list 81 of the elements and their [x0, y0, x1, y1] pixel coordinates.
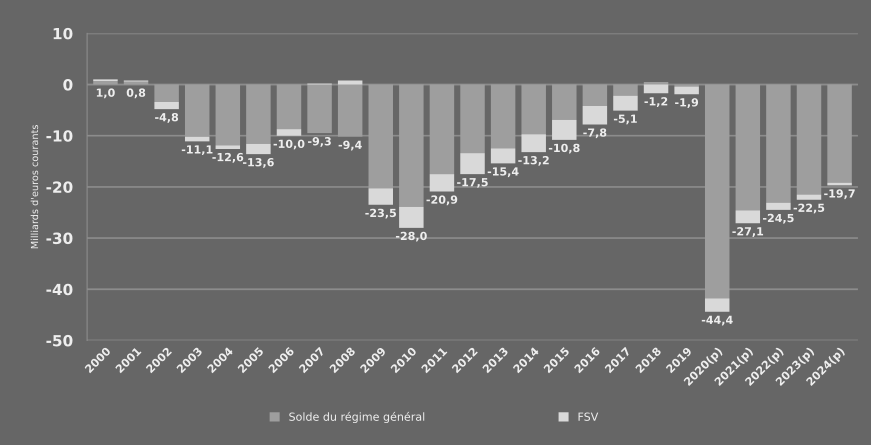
bar	[184, 136, 210, 142]
bar	[460, 84, 485, 154]
total-label: -27,1	[732, 227, 764, 237]
bar	[552, 120, 577, 140]
total-label: -10,8	[548, 144, 580, 154]
bar	[338, 84, 362, 137]
bar	[276, 129, 302, 136]
y-tick-label: -30	[46, 232, 72, 244]
bar	[276, 84, 302, 130]
y-tick-label: -40	[46, 284, 72, 296]
bar	[430, 84, 454, 174]
total-label: -9,3	[308, 137, 331, 147]
bar	[613, 96, 638, 111]
legend-label: FSV	[578, 412, 598, 421]
bar	[490, 84, 516, 149]
total-label: -7,8	[583, 128, 606, 138]
total-label: -15,4	[488, 167, 519, 178]
bar	[368, 84, 393, 188]
bar	[644, 84, 668, 94]
bar	[246, 144, 271, 154]
total-label: -5,1	[614, 114, 637, 124]
total-label: -11,1	[182, 145, 212, 156]
y-tick-label: -20	[46, 181, 72, 193]
total-label: -9,4	[338, 140, 362, 150]
total-label: -13,6	[242, 158, 274, 168]
total-label: -23,5	[365, 208, 396, 219]
bar	[736, 210, 760, 224]
bar	[124, 81, 148, 85]
bar	[246, 84, 271, 144]
bar	[827, 182, 852, 186]
bar	[216, 145, 240, 150]
total-label: -1,2	[644, 97, 668, 107]
bar	[582, 106, 608, 124]
bar	[154, 84, 179, 102]
bar	[399, 206, 424, 228]
bar	[338, 80, 362, 85]
bar	[704, 298, 730, 312]
bar	[490, 148, 516, 164]
y-tick-label: -50	[46, 334, 72, 346]
total-label: 1,0	[96, 88, 115, 98]
total-label: -19,7	[824, 189, 855, 200]
total-label: -17,5	[457, 178, 488, 188]
total-label: 0,8	[126, 88, 146, 98]
bar	[827, 84, 852, 183]
bar	[184, 84, 210, 137]
bar	[154, 102, 179, 110]
bar	[307, 84, 332, 134]
bar	[368, 188, 393, 205]
bar	[766, 84, 791, 203]
bar	[582, 84, 608, 106]
total-label: -28,0	[396, 232, 427, 242]
bar	[521, 84, 546, 134]
bar	[93, 80, 118, 85]
y-tick-label: 0	[63, 79, 72, 91]
bar	[674, 86, 699, 94]
total-label: -22,5	[794, 204, 824, 214]
total-label: -13,2	[518, 156, 549, 166]
total-label: -20,9	[426, 195, 458, 206]
bar	[460, 153, 485, 174]
total-label: -44,4	[702, 316, 733, 326]
bar	[736, 84, 760, 210]
legend-label: Solde du régime général	[289, 412, 424, 424]
total-label: -4,8	[155, 112, 178, 123]
bar	[521, 134, 546, 152]
y-tick-label: -10	[46, 130, 72, 142]
total-label: -10,0	[274, 140, 304, 150]
y-tick-label: 10	[54, 28, 72, 40]
total-label: -24,5	[762, 214, 794, 224]
bar	[552, 84, 577, 120]
bar	[766, 202, 791, 210]
bar	[796, 84, 822, 195]
bar	[216, 84, 240, 146]
total-label: -12,6	[212, 152, 244, 163]
bar	[644, 82, 668, 85]
bar	[796, 194, 822, 200]
bar	[430, 174, 454, 192]
bar	[613, 84, 638, 96]
total-label: -1,9	[675, 98, 698, 108]
bar	[704, 84, 730, 298]
y-axis-title: Milliards d'euros courants	[30, 125, 38, 248]
bar	[399, 84, 424, 207]
